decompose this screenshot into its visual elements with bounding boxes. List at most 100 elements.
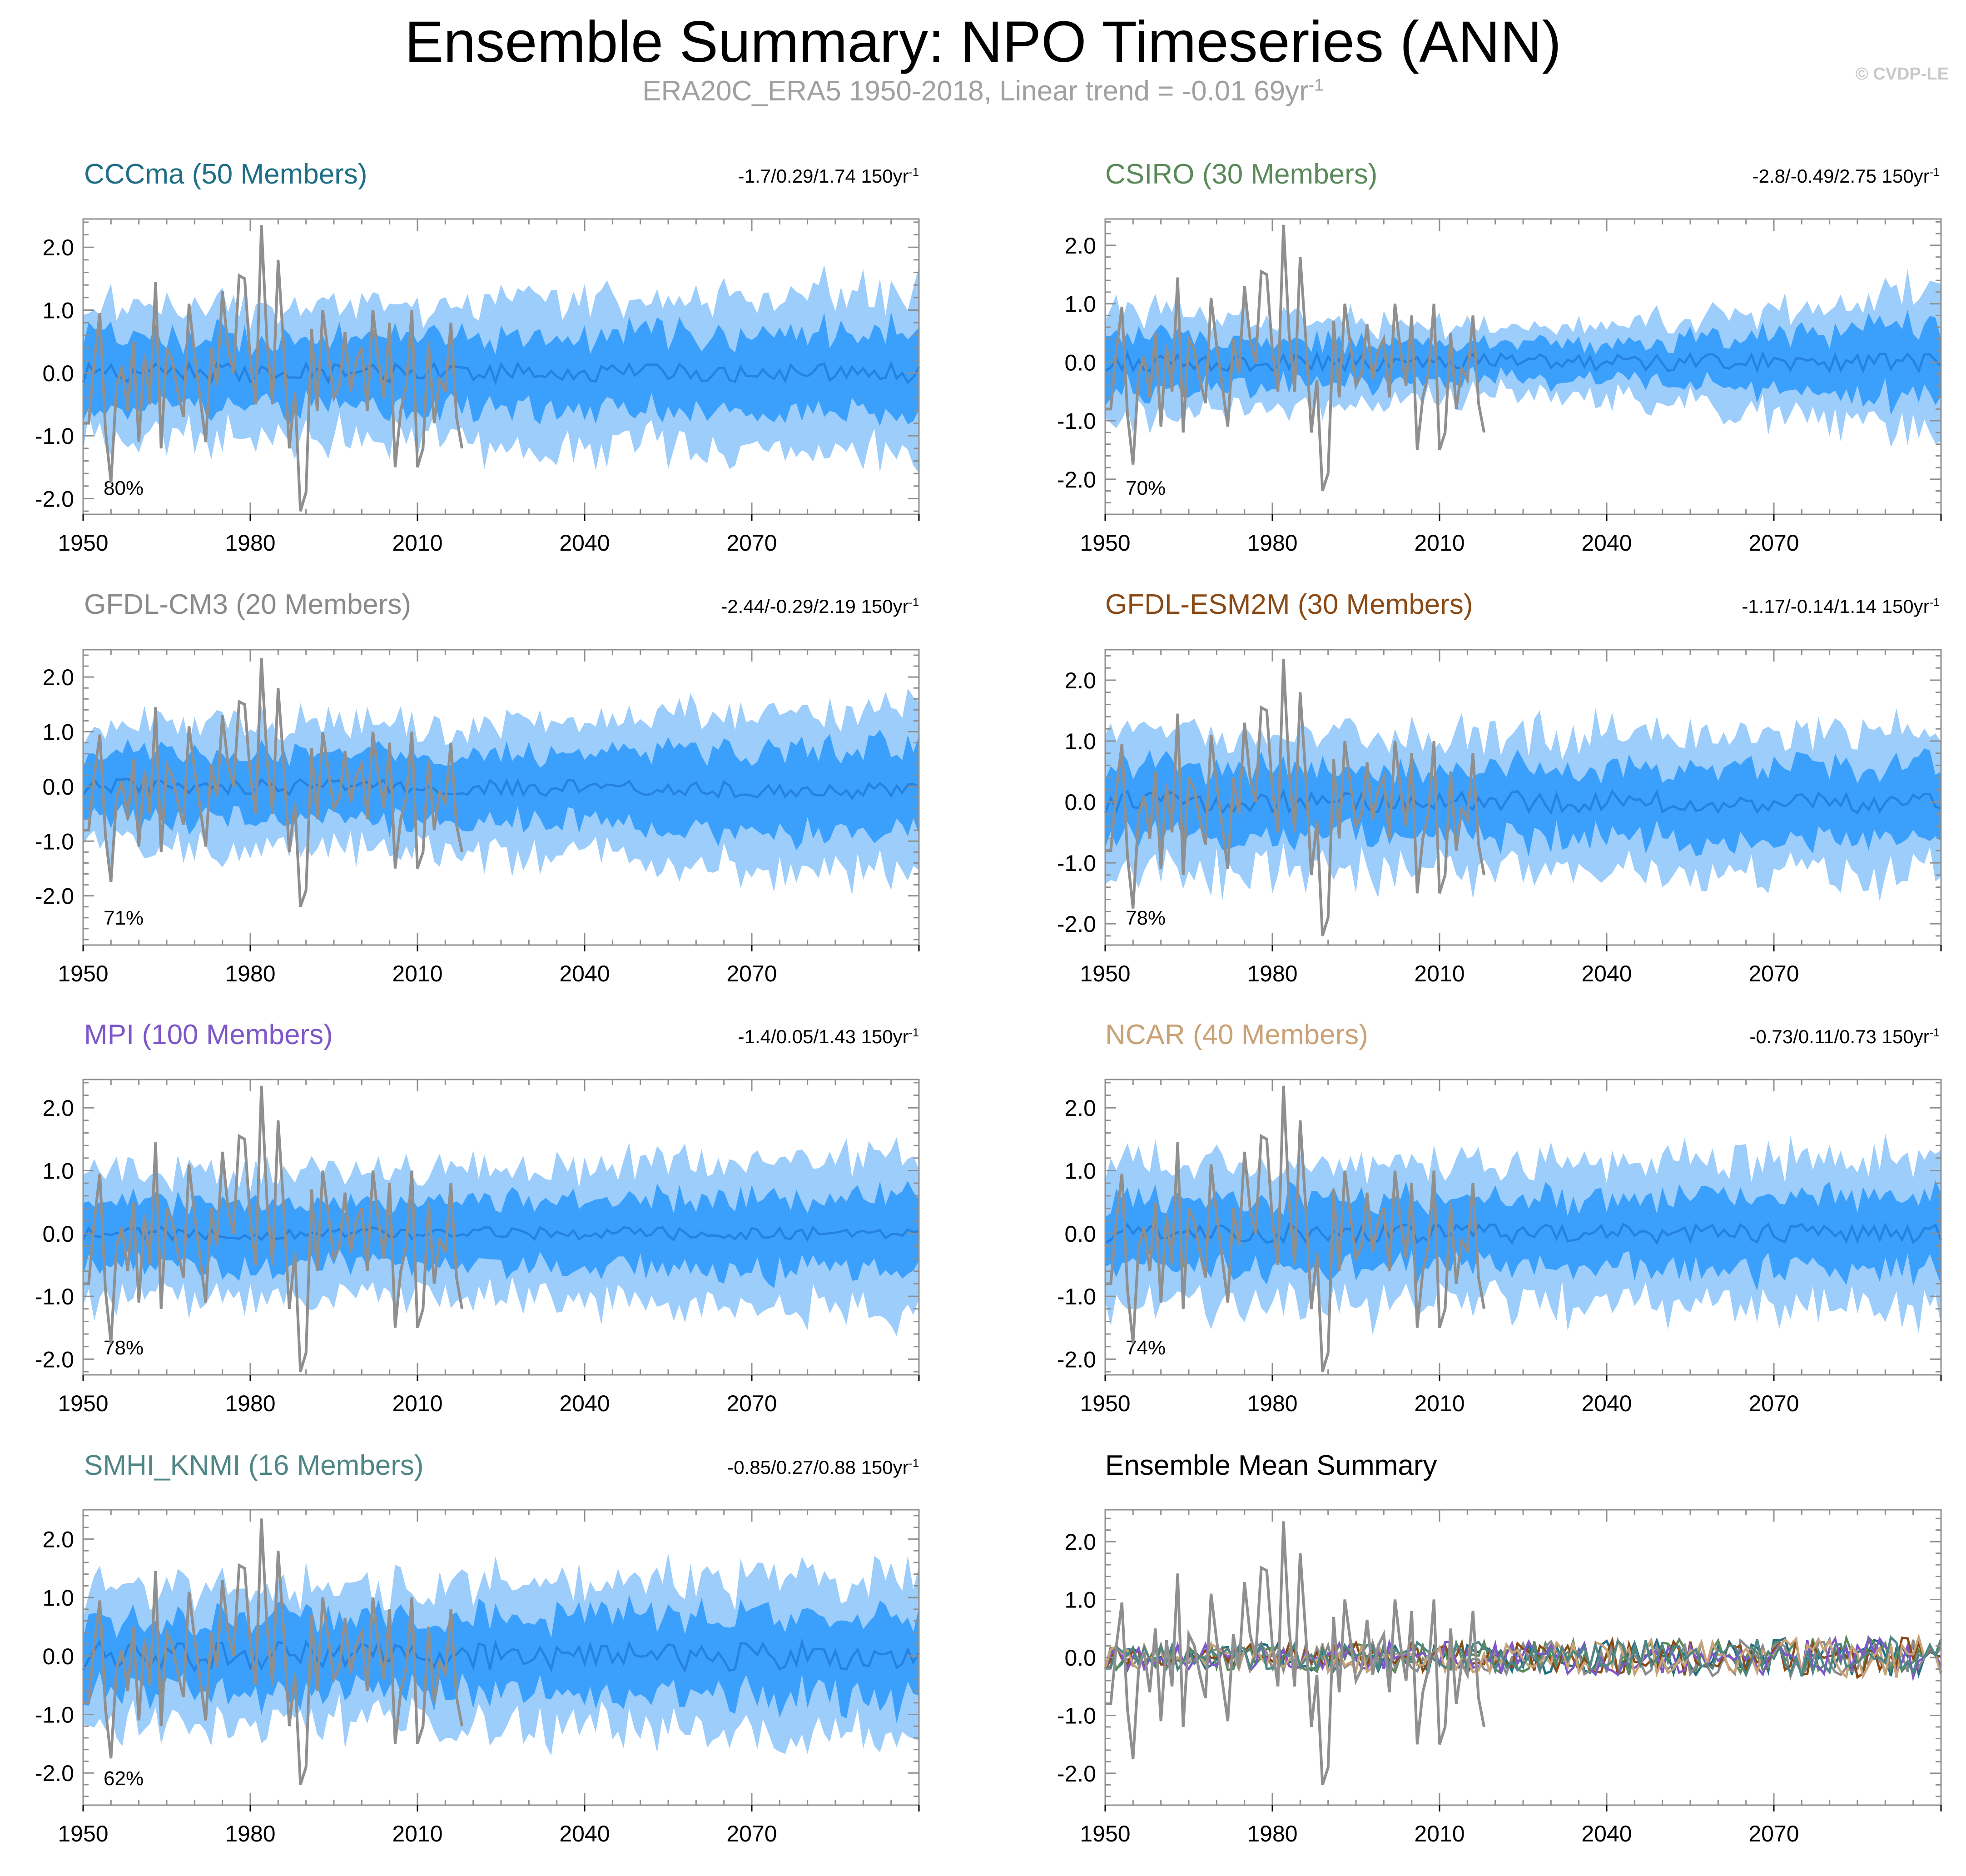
y-tick-label: -2.0 xyxy=(35,884,74,909)
y-tick-label: 1.0 xyxy=(1064,729,1096,754)
trend-text: -0.85/0.27/0.88 150yr xyxy=(727,1457,909,1478)
y-tick-label: -1.0 xyxy=(1057,851,1096,876)
page-title: Ensemble Summary: NPO Timeseries (ANN) xyxy=(404,10,1562,75)
x-tick-label: 1980 xyxy=(225,530,275,556)
trend-text: -2.8/-0.49/2.75 150yr xyxy=(1752,165,1930,187)
panel-title: CSIRO (30 Members) xyxy=(1105,159,1378,190)
panel-trend: -0.73/0.11/0.73 150yr-1 xyxy=(1749,1026,1940,1048)
x-tick-label: 1980 xyxy=(225,1821,275,1846)
x-tick-label: 1950 xyxy=(58,961,108,986)
y-tick-label: -1.0 xyxy=(1057,408,1096,434)
y-tick-label: 1.0 xyxy=(1064,1587,1096,1613)
panel-trend: -1.4/0.05/1.43 150yr-1 xyxy=(738,1026,919,1048)
x-tick-label: 1980 xyxy=(1247,1391,1297,1416)
y-tick-label: 2.0 xyxy=(42,235,74,260)
panel-title: MPI (100 Members) xyxy=(84,1019,333,1050)
ensemble-mean-line xyxy=(82,1637,920,1673)
y-tick-label: 2.0 xyxy=(42,1527,74,1552)
x-tick-label: 2040 xyxy=(559,1821,610,1846)
observed-npo-line xyxy=(1105,1521,1486,1786)
x-tick-label: 2040 xyxy=(559,961,610,986)
x-tick-label: 2040 xyxy=(559,1391,610,1416)
y-tick-label: 0.0 xyxy=(42,361,74,386)
panel-mpi: 2.0 1.0 0.0 -1.0 -2.0 1950 1980 2010 2040 2070 xyxy=(35,1079,920,1416)
y-tick-label: 2.0 xyxy=(1064,233,1096,259)
panel-trend: -0.85/0.27/0.88 150yr-1 xyxy=(727,1457,919,1478)
y-tick-label: -2.0 xyxy=(1057,467,1096,493)
x-tick-label: 2040 xyxy=(559,530,610,556)
panel-trend: -1.7/0.29/1.74 150yr-1 xyxy=(738,165,919,187)
trend-exponent: -1 xyxy=(1929,166,1940,179)
y-tick-label: 0.0 xyxy=(42,1221,74,1247)
y-tick-label: 0.0 xyxy=(42,1644,74,1669)
panel-title: CCCma (50 Members) xyxy=(84,159,367,190)
y-tick-label: -2.0 xyxy=(35,1347,74,1372)
x-tick-label: 2070 xyxy=(1748,1821,1799,1846)
observed-npo-line xyxy=(83,657,464,907)
observed-npo-line xyxy=(83,1085,464,1372)
x-tick-label: 1950 xyxy=(1080,961,1130,986)
y-tick-label: -2.0 xyxy=(35,1761,74,1786)
panel-title: GFDL-CM3 (20 Members) xyxy=(84,589,411,620)
subtitle-exponent: -1 xyxy=(1308,75,1324,95)
panel-gfdlesm2m: 2.0 1.0 0.0 -1.0 -2.0 1950 1980 2010 2040 2070 xyxy=(1057,649,1942,986)
y-tick-label: 0.0 xyxy=(1064,1645,1096,1671)
panel-percentage: 78% xyxy=(1126,907,1166,929)
x-tick-label: 2070 xyxy=(726,1821,777,1846)
panel-percentage: 70% xyxy=(1126,477,1166,499)
y-tick-label: -2.0 xyxy=(1057,1347,1096,1372)
x-tick-label: 2070 xyxy=(726,530,777,556)
ensemble-mean-line xyxy=(82,1225,919,1242)
x-tick-label: 2010 xyxy=(392,1821,442,1846)
panel-title: SMHI_KNMI (16 Members) xyxy=(84,1450,424,1481)
x-tick-label: 1950 xyxy=(58,1821,108,1846)
y-tick-label: 0.0 xyxy=(1064,1221,1096,1247)
x-tick-label: 2040 xyxy=(1581,1821,1632,1846)
ensemble-spread-inner xyxy=(83,1181,919,1289)
panel-cccma: 2.0 1.0 0.0 -1.0 -2.0 1950 1980 2010 2040 2070 xyxy=(35,218,920,556)
observed-npo-line xyxy=(83,225,464,512)
y-tick-label: 0.0 xyxy=(1064,790,1096,815)
x-tick-label: 1980 xyxy=(225,961,275,986)
page-subtitle: ERA20C_ERA5 1950-2018, Linear trend = -0… xyxy=(0,75,1966,107)
observed-npo-line xyxy=(1105,224,1486,492)
x-tick-label: 2010 xyxy=(1414,530,1465,556)
x-tick-label: 2010 xyxy=(392,1391,442,1416)
x-tick-label: 2040 xyxy=(1581,530,1632,556)
ensemble-mean-line xyxy=(82,777,920,801)
ensemble-mean-line xyxy=(82,360,920,386)
y-tick-label: -1.0 xyxy=(35,829,74,854)
y-tick-label: -2.0 xyxy=(1057,911,1096,937)
panel-percentage: 62% xyxy=(104,1767,144,1790)
y-tick-label: -1.0 xyxy=(1057,1284,1096,1309)
x-tick-label: 1950 xyxy=(58,530,108,556)
y-tick-label: 1.0 xyxy=(42,1585,74,1611)
y-tick-label: 0.0 xyxy=(1064,350,1096,375)
panel-smhi: 2.0 1.0 0.0 -1.0 -2.0 1950 1980 2010 2040 2070 xyxy=(35,1509,920,1846)
panel-ncar: 2.0 1.0 0.0 -1.0 -2.0 1950 1980 2010 2040 2070 xyxy=(1057,1079,1942,1416)
y-tick-label: 1.0 xyxy=(42,298,74,323)
x-tick-label: 1950 xyxy=(58,1391,108,1416)
observed-npo-line xyxy=(83,1518,464,1785)
y-tick-label: 2.0 xyxy=(1064,1095,1096,1121)
subtitle-text: ERA20C_ERA5 1950-2018, Linear trend = -0… xyxy=(642,75,1309,107)
panel-gfdlcm3: 2.0 1.0 0.0 -1.0 -2.0 1950 1980 2010 2040 2070 xyxy=(35,649,920,986)
x-tick-label: 1950 xyxy=(1080,1391,1130,1416)
panel-title: GFDL-ESM2M (30 Members) xyxy=(1105,589,1473,620)
x-tick-label: 1980 xyxy=(1247,530,1297,556)
y-tick-label: 1.0 xyxy=(1064,292,1096,317)
y-tick-label: 2.0 xyxy=(1064,668,1096,693)
y-tick-label: 0.0 xyxy=(42,774,74,800)
x-tick-label: 2010 xyxy=(392,961,442,986)
trend-exponent: -1 xyxy=(909,166,919,179)
y-tick-label: -2.0 xyxy=(35,486,74,512)
x-tick-label: 2010 xyxy=(1414,961,1465,986)
y-tick-label: -2.0 xyxy=(1057,1761,1096,1786)
x-tick-label: 2040 xyxy=(1581,961,1632,986)
observed-npo-line xyxy=(1105,658,1486,936)
panel-percentage: 71% xyxy=(104,907,144,929)
ensemble-mean-line xyxy=(1104,1222,1942,1245)
panel-summary: 2.0 1.0 0.0 -1.0 -2.0 1950 1980 2010 2040 2070 xyxy=(1057,1509,1942,1846)
trend-text: -2.44/-0.29/2.19 150yr xyxy=(721,596,909,617)
watermark: © CVDP-LE xyxy=(1855,65,1949,84)
